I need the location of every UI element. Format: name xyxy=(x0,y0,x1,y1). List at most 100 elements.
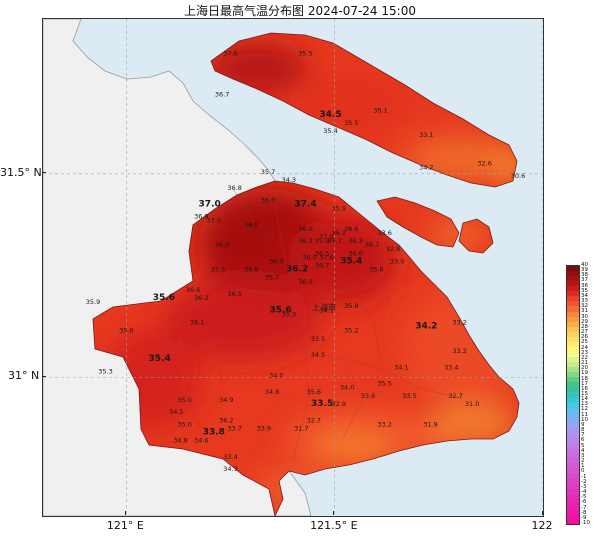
colorbar-segment xyxy=(567,311,579,317)
colorbar-label: 38 xyxy=(581,272,588,279)
x-tick-label: 121.5° E xyxy=(310,519,358,532)
station-value: 35.3 xyxy=(98,367,112,375)
colorbar-segment xyxy=(567,508,579,515)
colorbar-segment xyxy=(567,468,579,474)
colorbar-label: 2 xyxy=(581,458,585,465)
colorbar-segment xyxy=(567,387,579,393)
station-value: 35.4 xyxy=(323,127,337,135)
station-value: 33.4 xyxy=(223,453,237,461)
colorbar-segment xyxy=(567,443,579,449)
colorbar-segment xyxy=(567,266,579,272)
colorbar-segment xyxy=(567,367,579,373)
station-value: 33.7 xyxy=(227,424,241,432)
station-value: 34.6 xyxy=(194,437,208,445)
colorbar-label: 30 xyxy=(581,313,588,320)
colorbar-segment xyxy=(567,362,579,368)
colorbar-label: -9 xyxy=(581,514,587,521)
station-value: 36.3 xyxy=(348,237,362,245)
y-tick-label: 31° N xyxy=(8,369,40,383)
city-label-shanghai: 上海市 xyxy=(312,302,336,312)
colorbar-label: 25 xyxy=(581,339,588,346)
station-value: 33.2 xyxy=(452,347,466,355)
station-value-major: 37.4 xyxy=(294,199,316,209)
station-value-major: 35.4 xyxy=(340,256,362,266)
station-value: 36.7 xyxy=(215,90,229,98)
station-value: 34.1 xyxy=(394,363,408,371)
colorbar-segment xyxy=(567,357,579,363)
colorbar-segment xyxy=(567,427,579,434)
station-value: 37.6 xyxy=(319,253,333,261)
colorbar-label: -3 xyxy=(581,483,587,490)
station-value: 34.5 xyxy=(311,351,325,359)
station-value: 36.0 xyxy=(215,241,229,249)
colorbar-segment xyxy=(567,417,579,424)
station-value: 32.9 xyxy=(332,400,346,408)
colorbar-segment xyxy=(567,432,579,439)
colorbar-segment xyxy=(567,352,579,358)
colorbar-label: 12 xyxy=(581,406,588,413)
colorbar-label: 5 xyxy=(581,442,585,449)
colorbar-segment xyxy=(567,397,579,403)
colorbar-label: -5 xyxy=(581,494,587,501)
colorbar-segment xyxy=(567,407,579,413)
station-value: 34.0 xyxy=(269,371,283,379)
colorbar-segment xyxy=(567,473,579,479)
station-value: 34.0 xyxy=(340,384,354,392)
colorbar-label: 19 xyxy=(581,370,588,377)
station-value: 34.3 xyxy=(223,465,237,473)
station-value: 34.2 xyxy=(419,164,433,172)
colorbar-label: -8 xyxy=(581,509,587,516)
station-value: 37.5 xyxy=(211,266,225,274)
colorbar-label: 39 xyxy=(581,267,588,274)
station-value: 34.3 xyxy=(282,176,296,184)
station-value: 34.9 xyxy=(219,396,233,404)
station-value-major: 33.8 xyxy=(203,428,225,438)
colorbar-label: 22 xyxy=(581,354,588,361)
colorbar-segment xyxy=(567,291,579,297)
colorbar-label: 11 xyxy=(581,411,588,418)
station-value: 36.0 xyxy=(261,196,275,204)
colorbar-segment xyxy=(567,296,579,302)
station-value: 35.0 xyxy=(177,420,191,428)
station-value: 36.0 xyxy=(269,257,283,265)
station-value: 33.6 xyxy=(361,392,375,400)
station-value-major: 37.0 xyxy=(199,199,221,209)
colorbar-segment xyxy=(567,326,579,333)
station-value: 36.2 xyxy=(219,416,233,424)
colorbar-label: 3 xyxy=(581,452,585,459)
colorbar-label: -10 xyxy=(581,520,590,526)
x-tick-label: 121° E xyxy=(106,519,144,532)
y-tick-label: 31.5° N xyxy=(0,165,42,179)
station-value: 36.0 xyxy=(244,221,258,229)
colorbar-segment xyxy=(567,372,579,378)
station-values: 37.6 35.536.734.535.535.135.433.132.630.6… xyxy=(86,50,525,474)
station-value: 35.1 xyxy=(373,107,387,115)
colorbar-segment xyxy=(567,316,579,322)
station-value: 30.6 xyxy=(511,172,525,180)
station-value: 31.7 xyxy=(294,424,308,432)
station-value: 37.5 xyxy=(207,217,221,225)
station-value: 35.6 xyxy=(119,327,133,335)
colorbar-segment xyxy=(567,402,579,408)
chongming-island-outline xyxy=(210,32,518,188)
station-value: 35.7 xyxy=(265,274,279,282)
station-value: 35.6 xyxy=(307,388,321,396)
colorbar-label: 23 xyxy=(581,349,588,356)
temperature-map: 上海市 37.6 35.5 36.7 34.5 35.5 35.1 35.4 33.1 32.6… xyxy=(42,18,544,517)
station-value: 35.3 xyxy=(282,310,296,318)
station-value: 31.9 xyxy=(423,420,437,428)
colorbar-segment xyxy=(567,438,579,444)
station-value-major: 35.6 xyxy=(153,293,175,303)
map-canvas: 上海市 37.6 35.536.734.535.535.135.433.132.6… xyxy=(43,19,543,516)
colorbar-segment xyxy=(567,422,579,429)
colorbar-segment xyxy=(567,463,579,469)
station-value: 35.7 xyxy=(261,168,275,176)
colorbar-segment xyxy=(567,518,579,525)
station-value: 35.0 xyxy=(177,396,191,404)
station-value: 36.2 xyxy=(298,237,312,245)
colorbar-label: 14 xyxy=(581,396,588,403)
station-value: 35.9 xyxy=(344,302,358,310)
station-value: 35.5 xyxy=(377,380,391,388)
colorbar-label: 31 xyxy=(581,308,588,315)
station-value: 32.7 xyxy=(307,416,321,424)
